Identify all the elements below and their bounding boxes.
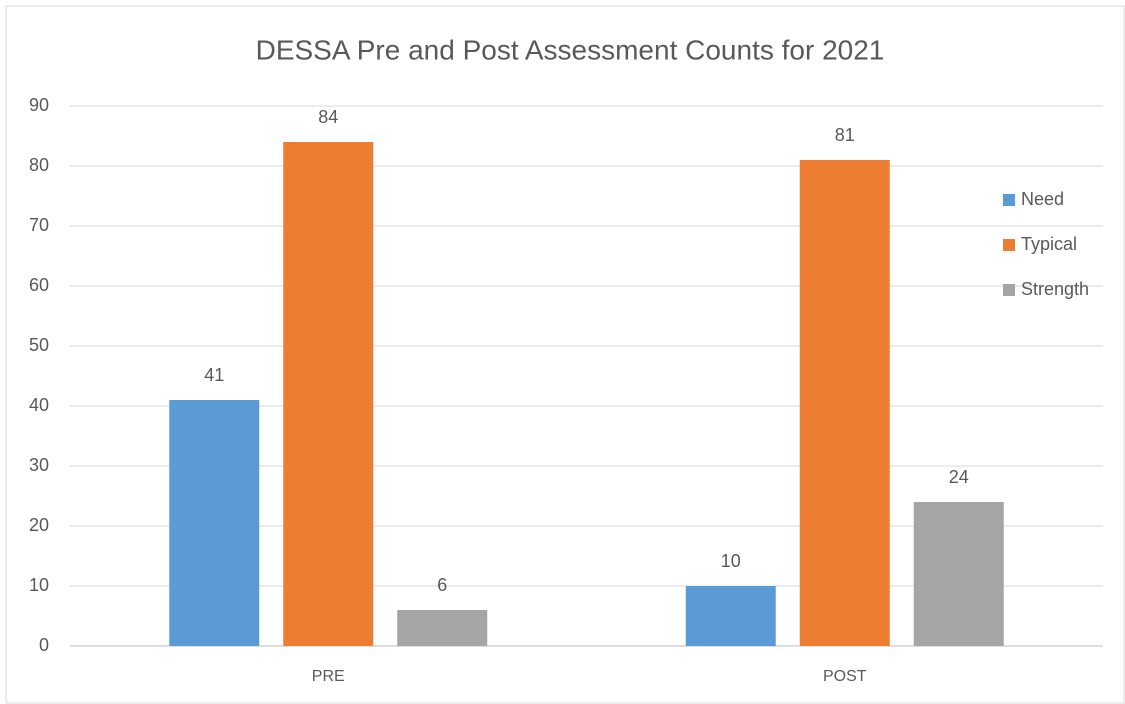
legend-label: Strength — [1021, 279, 1089, 299]
data-label: 6 — [437, 575, 447, 595]
bar — [685, 586, 776, 646]
legend-label: Need — [1021, 189, 1064, 209]
x-tick-label: PRE — [312, 668, 345, 685]
bar — [913, 502, 1004, 646]
legend-label: Typical — [1021, 234, 1077, 254]
data-label: 10 — [721, 551, 741, 571]
legend-swatch — [1003, 284, 1015, 296]
y-tick-label: 60 — [29, 275, 49, 295]
data-label: 41 — [204, 365, 224, 385]
legend-swatch — [1003, 194, 1015, 206]
y-tick-label: 70 — [29, 215, 49, 235]
legend-swatch — [1003, 239, 1015, 251]
y-tick-label: 30 — [29, 455, 49, 475]
bar — [169, 400, 260, 646]
y-tick-label: 80 — [29, 155, 49, 175]
data-label: 24 — [949, 467, 969, 487]
bar — [397, 610, 488, 646]
y-tick-label: 50 — [29, 335, 49, 355]
data-label: 84 — [318, 107, 338, 127]
chart-title: DESSA Pre and Post Assessment Counts for… — [256, 34, 885, 65]
y-tick-label: 10 — [29, 575, 49, 595]
y-tick-label: 90 — [29, 95, 49, 115]
y-tick-label: 20 — [29, 515, 49, 535]
x-tick-label: POST — [823, 668, 867, 685]
bar — [799, 160, 890, 646]
y-tick-label: 0 — [39, 635, 49, 655]
bar — [283, 142, 374, 646]
data-label: 81 — [835, 125, 855, 145]
y-tick-label: 40 — [29, 395, 49, 415]
